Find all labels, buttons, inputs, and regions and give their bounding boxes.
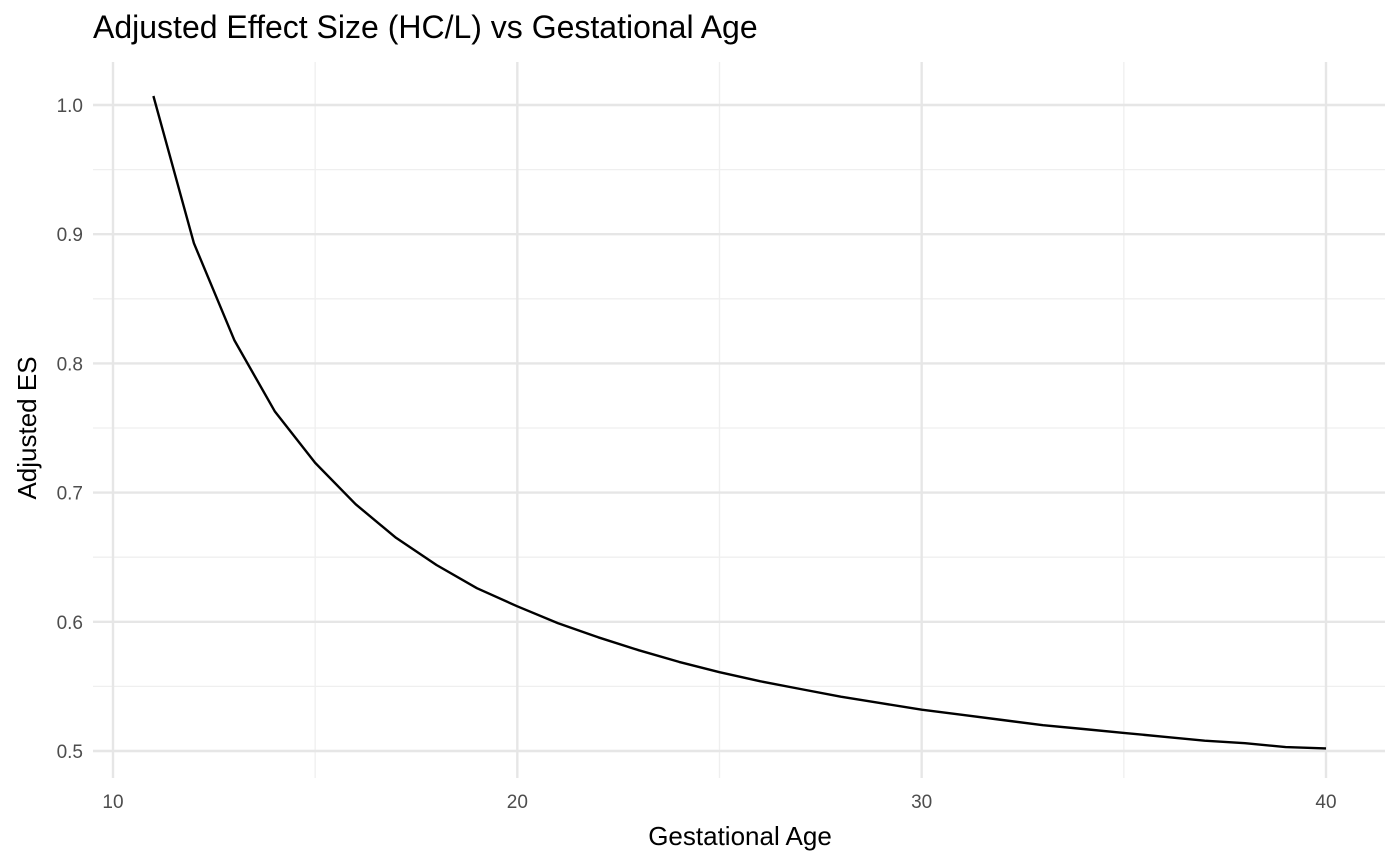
minor-gridlines — [93, 62, 1385, 778]
y-tick-label: 0.7 — [57, 484, 83, 505]
x-tick-label: 40 — [1315, 792, 1336, 813]
y-tick-label: 0.8 — [57, 354, 83, 375]
x-tick-label: 30 — [911, 792, 932, 813]
x-tick-label: 20 — [507, 792, 528, 813]
y-tick-label: 0.6 — [57, 613, 83, 634]
series-layer — [152, 95, 1327, 750]
series-line — [152, 95, 1327, 750]
y-tick-label: 0.9 — [57, 225, 83, 246]
x-tick-label: 10 — [102, 792, 123, 813]
chart-title: Adjusted Effect Size (HC/L) vs Gestation… — [93, 9, 758, 45]
y-tick-label: 1.0 — [57, 96, 83, 117]
y-axis-tick-labels: 0.5 0.6 0.7 0.8 0.9 1.0 — [57, 96, 83, 763]
x-axis-label: Gestational Age — [648, 821, 832, 851]
x-axis-tick-labels: 10 20 30 40 — [102, 792, 1336, 813]
major-gridlines — [93, 62, 1385, 778]
y-tick-label: 0.5 — [57, 742, 83, 763]
y-axis-label: Adjusted ES — [12, 356, 42, 499]
